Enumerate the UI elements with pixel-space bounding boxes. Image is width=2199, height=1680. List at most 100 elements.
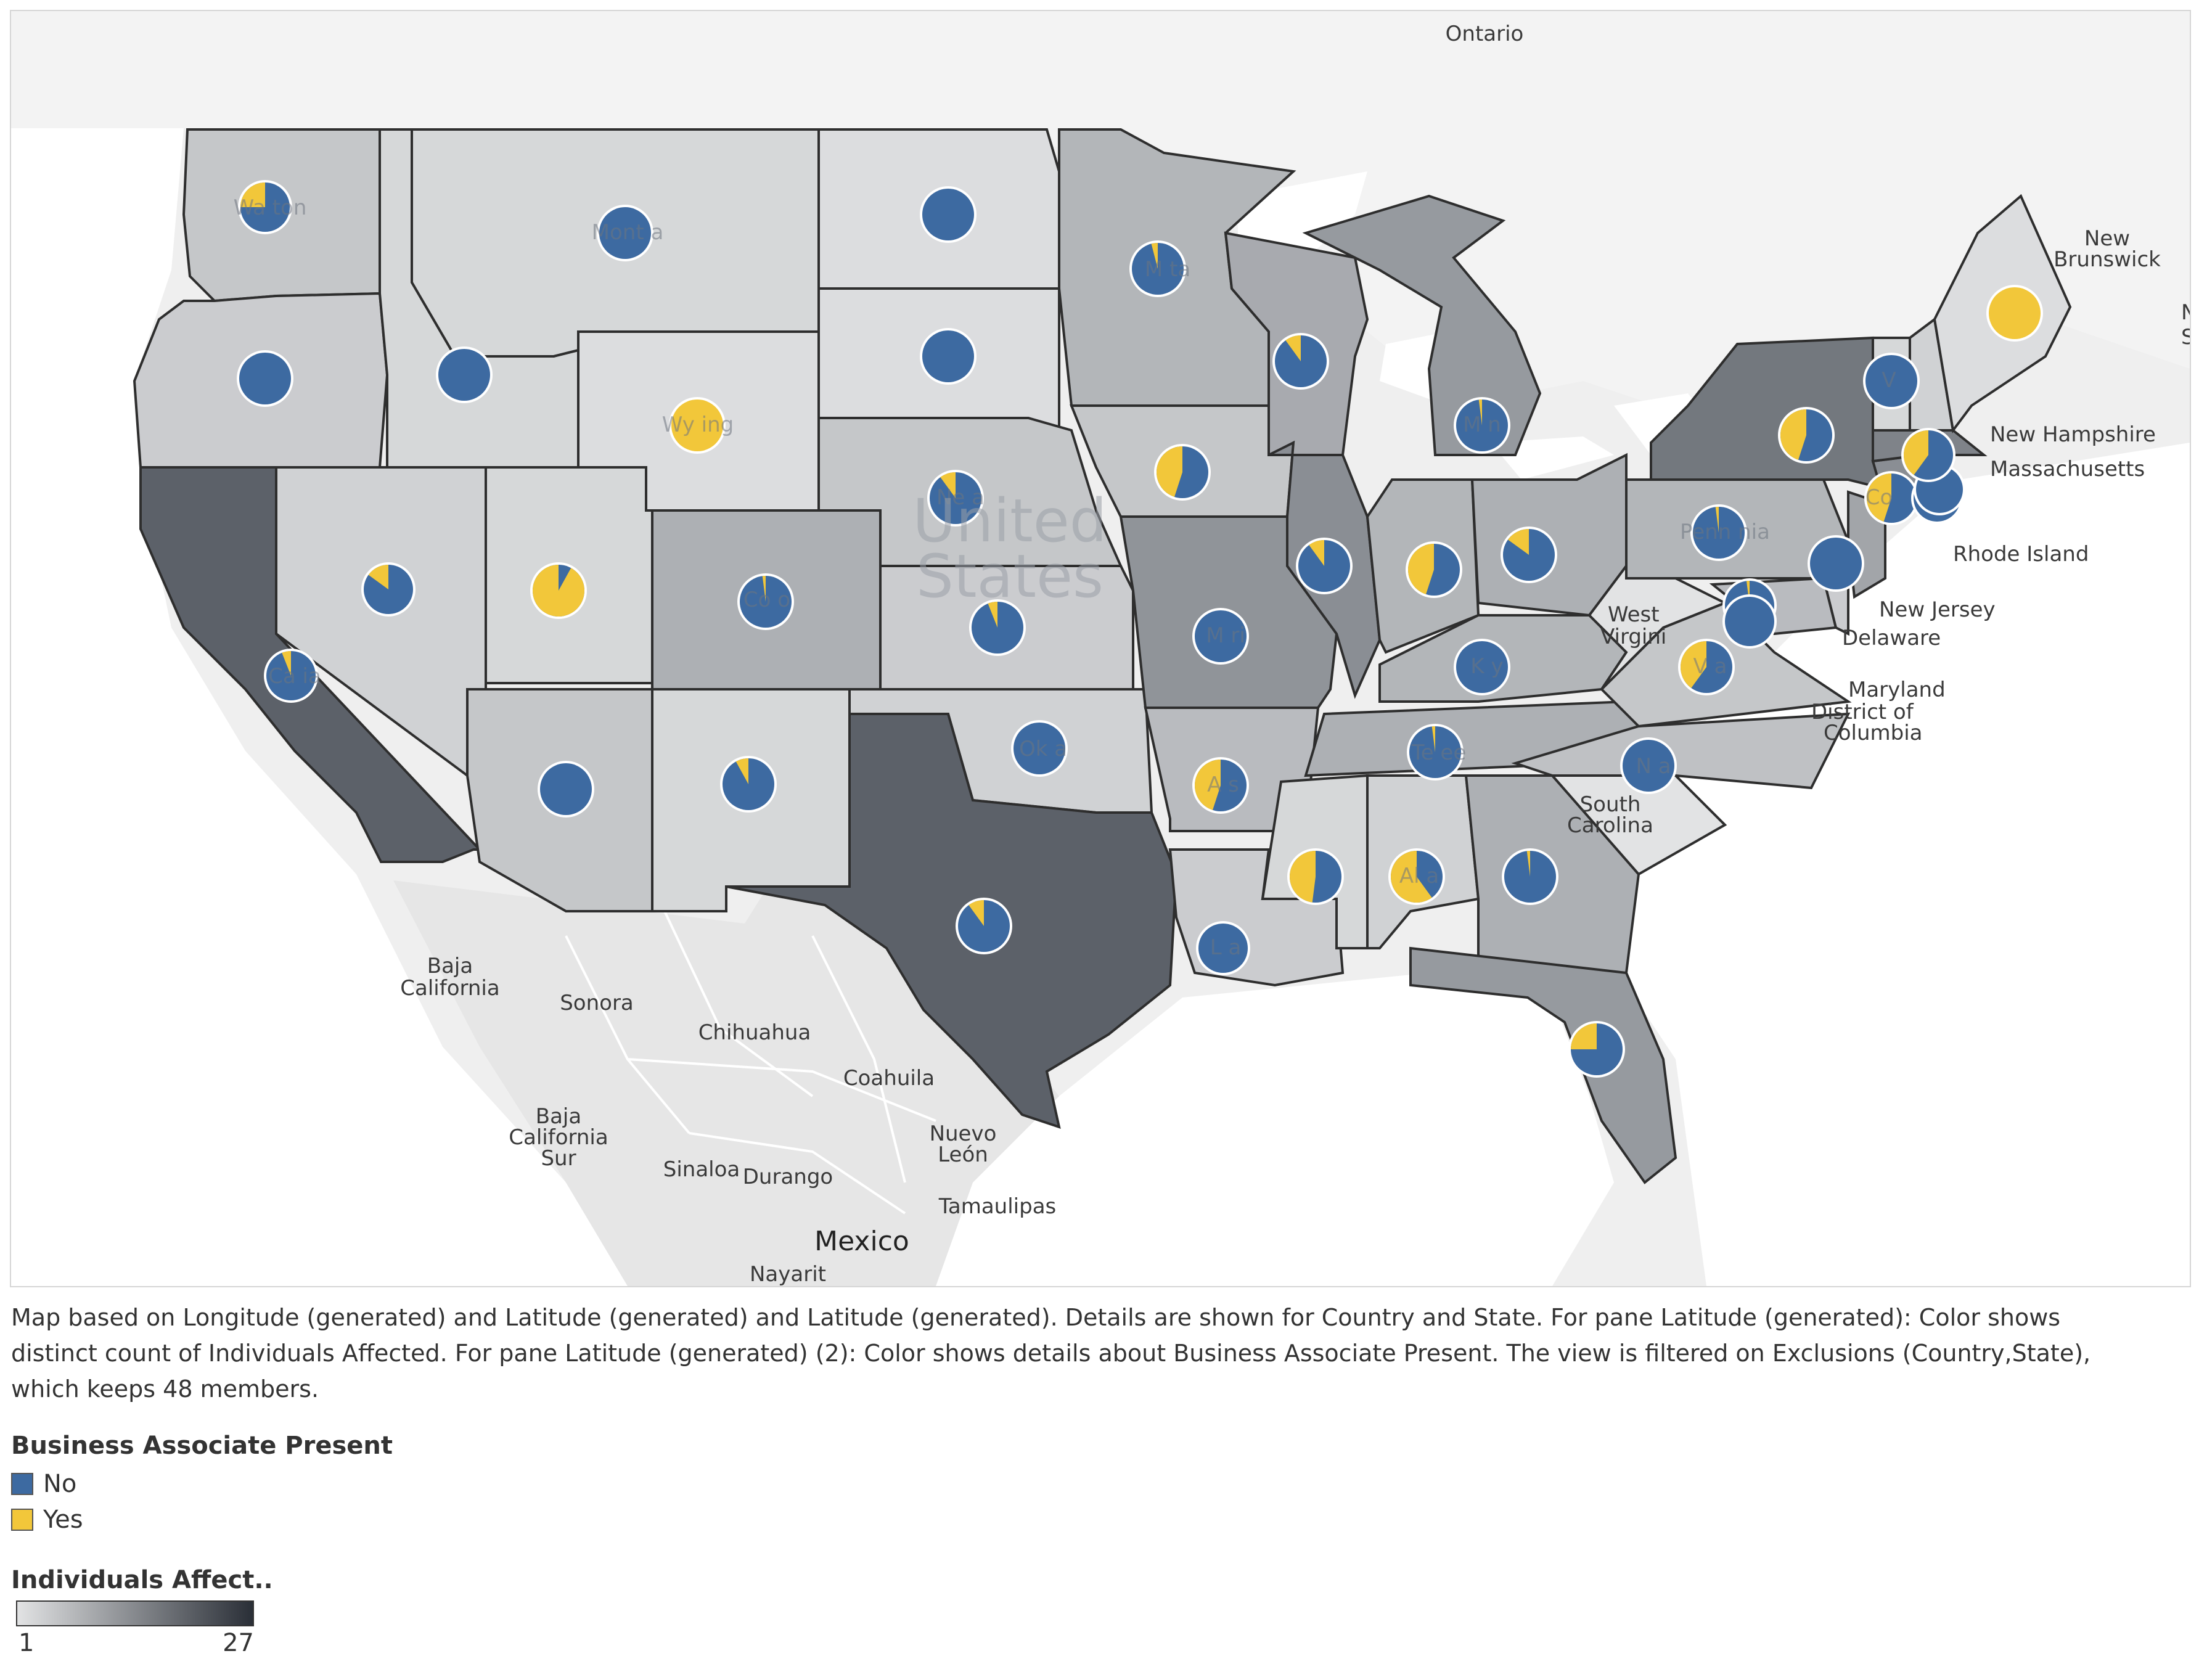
place-label-bcs-3: Sur — [541, 1146, 576, 1171]
pie-arizona[interactable] — [538, 761, 594, 817]
pie-slice-no — [922, 330, 974, 382]
pie-michigan[interactable] — [1454, 397, 1510, 454]
pie-virginia[interactable] — [1678, 639, 1735, 695]
pie-utah[interactable] — [530, 562, 587, 619]
pie-louisiana[interactable] — [1196, 921, 1250, 975]
place-label-bcs-2: California — [509, 1125, 608, 1150]
pie-slice-yes — [968, 900, 984, 926]
state-name-la: L a — [1210, 935, 1242, 960]
place-label-mexico: Mexico — [814, 1226, 909, 1257]
country-label-1: United — [912, 486, 1107, 555]
pie-slice-yes — [368, 565, 388, 589]
pie-slice-no — [1810, 538, 1862, 589]
place-label-durango: Durango — [743, 1165, 833, 1189]
place-label-sonora: Sonora — [560, 991, 634, 1015]
pie-mississippi[interactable] — [1287, 848, 1344, 905]
pie-wyoming[interactable] — [669, 397, 726, 454]
pie-kentucky[interactable] — [1454, 639, 1510, 695]
pie-minnesota[interactable] — [1129, 240, 1186, 297]
state-name-nc: N a — [1636, 754, 1671, 779]
pie-alabama[interactable] — [1388, 848, 1445, 905]
pie-indiana[interactable] — [1406, 541, 1462, 598]
pie-slice-no — [239, 353, 291, 404]
pie-illinois[interactable] — [1296, 538, 1353, 594]
mexico-land — [393, 874, 1059, 1286]
pie-florida[interactable] — [1568, 1021, 1625, 1078]
gulf-of-mexico — [936, 973, 1614, 1286]
business-associate-legend: Business Associate Present No Yes — [11, 1432, 393, 1538]
pie-slice-no — [1195, 610, 1247, 662]
pie-oregon[interactable] — [237, 350, 293, 407]
map-caption: Map based on Longitude (generated) and L… — [11, 1304, 2091, 1403]
legend-item-no[interactable]: No — [11, 1466, 393, 1502]
pie-idaho[interactable] — [436, 346, 493, 403]
state-michigan[interactable] — [1302, 194, 1542, 456]
gradient-max-label: 27 — [223, 1629, 254, 1657]
pie-delaware[interactable] — [1722, 594, 1777, 649]
pie-slice-no — [1725, 597, 1774, 646]
pie-missouri[interactable] — [1192, 608, 1249, 665]
pie-nebraska[interactable] — [927, 470, 984, 527]
state-texas[interactable] — [726, 713, 1178, 1129]
gradient-legend-title: Individuals Affect.. — [11, 1566, 273, 1594]
place-label-new-brunswick-2: Brunswick — [2054, 247, 2161, 272]
state-name-mn: M ta — [1145, 257, 1190, 282]
pie-south-dakota[interactable] — [920, 328, 977, 385]
pie-slice-yes — [988, 602, 997, 628]
pie-arkansas[interactable] — [1192, 757, 1249, 814]
pie-georgia[interactable] — [1502, 848, 1558, 905]
pie-new-jersey[interactable] — [1808, 535, 1864, 592]
place-label-nova-scotia-2: Sc — [2181, 325, 2190, 350]
pie-oklahoma[interactable] — [1011, 720, 1068, 777]
pie-nevada[interactable] — [361, 562, 416, 617]
pie-iowa[interactable] — [1154, 444, 1211, 501]
state-name-ar: A s — [1207, 772, 1239, 797]
place-label-massachusetts: Massachusetts — [1990, 457, 2145, 481]
place-label-coahuila: Coahuila — [843, 1066, 935, 1091]
pie-slice-yes — [735, 758, 748, 784]
pie-connecticut[interactable] — [1864, 471, 1918, 525]
state-florida[interactable] — [1409, 946, 1677, 1184]
atlantic-ocean — [1552, 443, 2190, 1286]
legend-swatch-no — [11, 1473, 33, 1495]
pie-texas[interactable] — [956, 898, 1012, 954]
pie-vermont[interactable] — [1863, 353, 1920, 409]
place-label-south-carolina-1: South — [1580, 792, 1641, 817]
pie-slice-no — [1623, 740, 1674, 792]
place-label-baja-california-2: California — [400, 976, 499, 1001]
place-label-nayarit: Nayarit — [750, 1262, 826, 1286]
pie-colorado[interactable] — [737, 573, 794, 630]
pie-slice-yes — [1904, 430, 1928, 475]
pie-slice-no — [1865, 355, 1917, 407]
place-label-ontario: Ontario — [1446, 22, 1524, 46]
pie-california[interactable] — [264, 649, 318, 703]
pie-slice-no — [438, 349, 490, 401]
state-name-ky: K y — [1470, 654, 1503, 679]
pie-north-carolina[interactable] — [1620, 737, 1677, 794]
pie-pennsylvania[interactable] — [1690, 504, 1747, 561]
pie-maine[interactable] — [1986, 285, 2043, 342]
pie-new-mexico[interactable] — [720, 756, 777, 813]
pie-montana[interactable] — [597, 205, 653, 261]
pie-slice-yes — [240, 182, 265, 207]
pie-kansas[interactable] — [969, 599, 1026, 656]
pie-slice-yes — [1681, 641, 1706, 688]
gradient-bar — [16, 1600, 254, 1626]
pie-north-dakota[interactable] — [920, 186, 977, 243]
pie-slice-yes — [1508, 529, 1529, 555]
legend-title: Business Associate Present — [11, 1432, 393, 1460]
place-label-maryland: Maryland — [1848, 678, 1946, 702]
pie-tennessee[interactable] — [1407, 724, 1464, 781]
pie-wisconsin[interactable] — [1272, 333, 1329, 390]
pie-ohio[interactable] — [1501, 527, 1557, 583]
pie-slice-yes — [1526, 851, 1530, 877]
pie-new-hampshire[interactable] — [1901, 428, 1955, 482]
place-label-bcs-1: Baja — [536, 1104, 581, 1129]
legend-item-yes[interactable]: Yes — [11, 1502, 393, 1538]
pie-new-york[interactable] — [1778, 407, 1835, 464]
states-layer — [133, 128, 2072, 1184]
pie-washington[interactable] — [238, 180, 292, 234]
canada-land — [11, 11, 2190, 455]
